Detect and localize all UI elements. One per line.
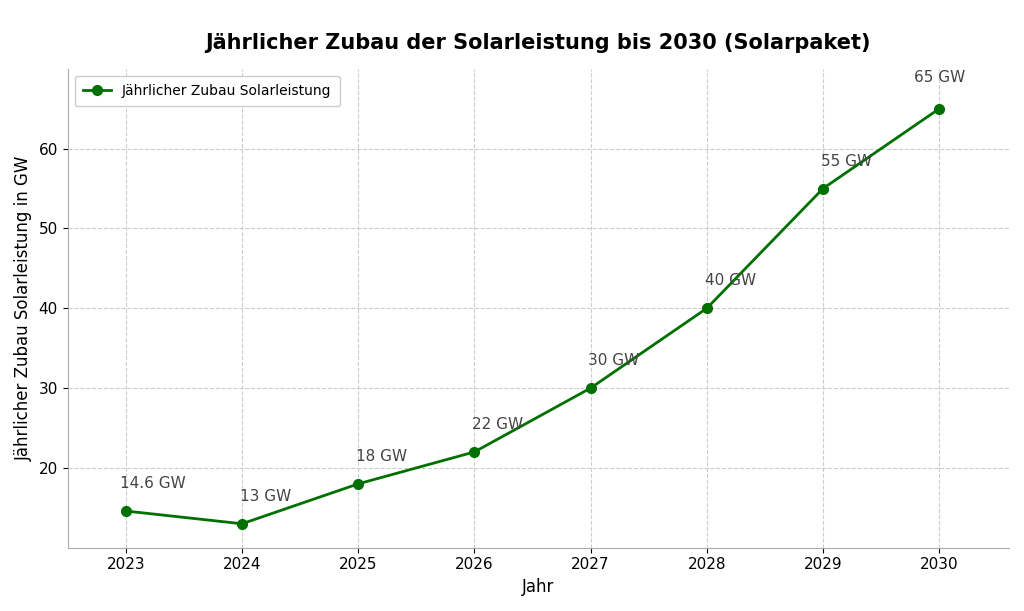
Text: 13 GW: 13 GW <box>240 489 291 504</box>
Text: 40 GW: 40 GW <box>705 273 756 288</box>
Jährlicher Zubau Solarleistung <box>236 520 248 527</box>
Jährlicher Zubau Solarleistung <box>585 384 597 392</box>
Title: Jährlicher Zubau der Solarleistung bis 2030 (Solarpaket): Jährlicher Zubau der Solarleistung bis 2… <box>206 34 871 53</box>
Jährlicher Zubau Solarleistung <box>817 185 829 192</box>
Text: 30 GW: 30 GW <box>589 353 640 368</box>
X-axis label: Jahr: Jahr <box>522 578 555 596</box>
Jährlicher Zubau Solarleistung <box>120 507 132 514</box>
Text: 14.6 GW: 14.6 GW <box>120 476 185 491</box>
Jährlicher Zubau Solarleistung <box>700 304 713 312</box>
Jährlicher Zubau Solarleistung <box>352 480 365 488</box>
Text: 65 GW: 65 GW <box>913 70 965 85</box>
Legend: Jährlicher Zubau Solarleistung: Jährlicher Zubau Solarleistung <box>75 76 340 106</box>
Text: 18 GW: 18 GW <box>356 449 407 464</box>
Jährlicher Zubau Solarleistung <box>933 105 945 112</box>
Text: 55 GW: 55 GW <box>820 153 871 169</box>
Y-axis label: Jährlicher Zubau Solarleistung in GW: Jährlicher Zubau Solarleistung in GW <box>15 156 33 461</box>
Line: Jährlicher Zubau Solarleistung: Jährlicher Zubau Solarleistung <box>121 104 944 529</box>
Text: 22 GW: 22 GW <box>472 417 523 432</box>
Jährlicher Zubau Solarleistung <box>468 448 480 456</box>
